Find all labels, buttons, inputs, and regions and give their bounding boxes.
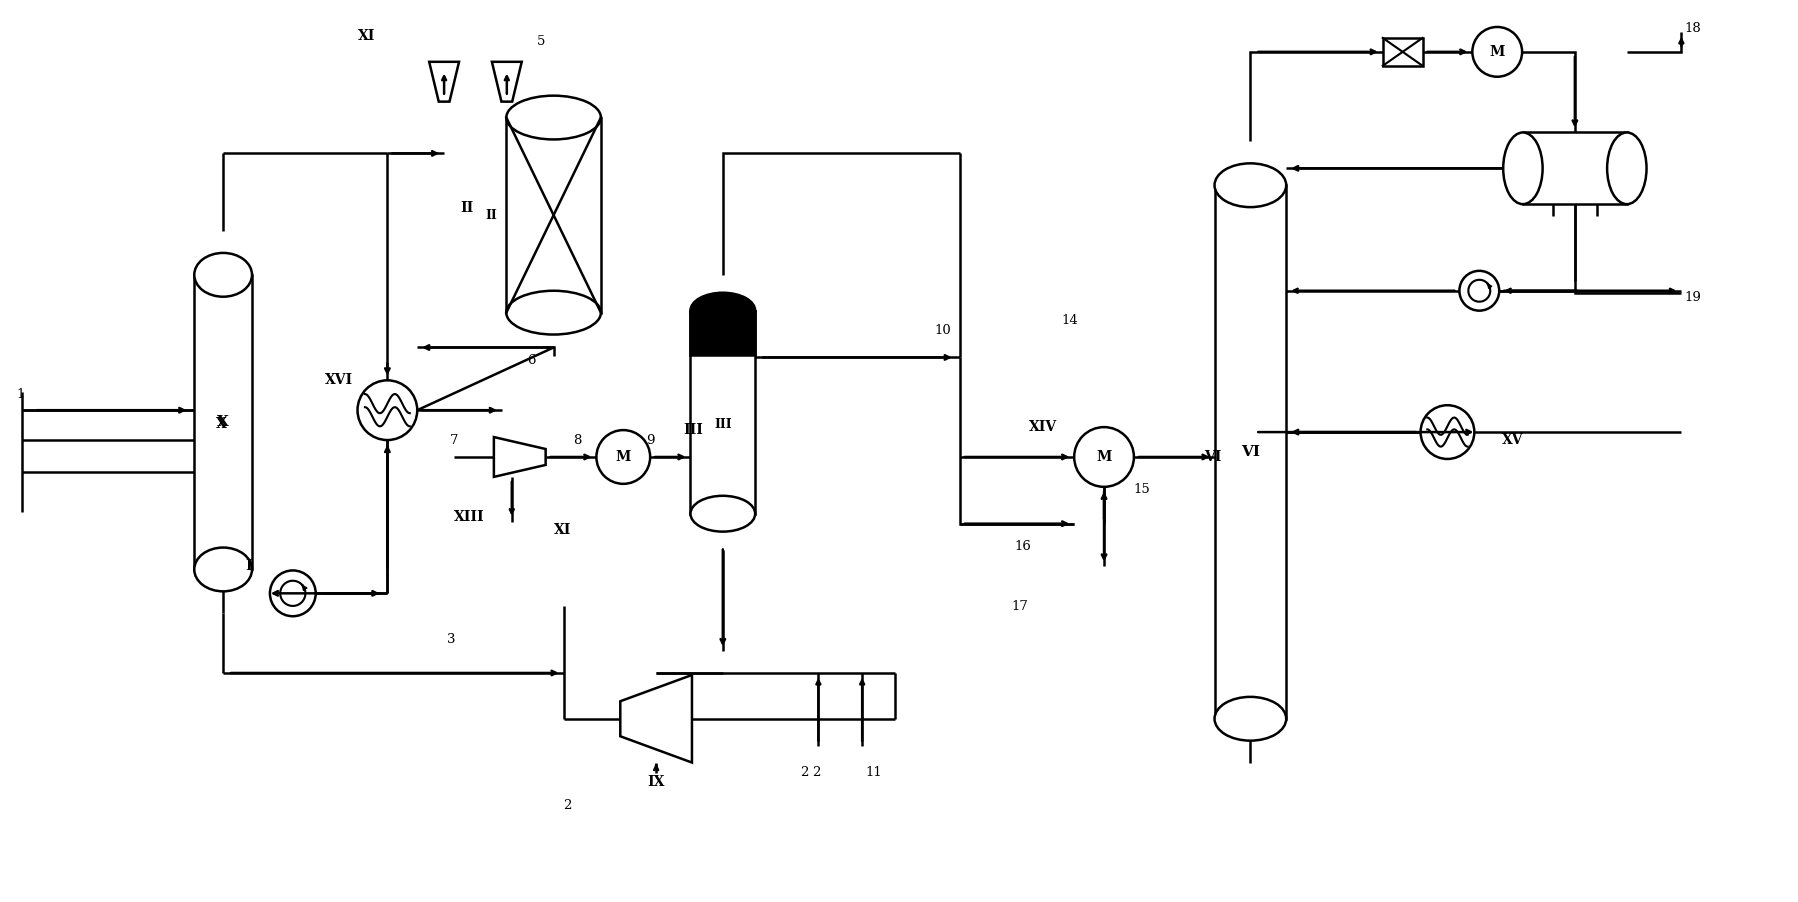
Text: XVI: XVI (325, 373, 352, 387)
Text: 2: 2 (800, 766, 809, 779)
Circle shape (597, 430, 651, 483)
Polygon shape (494, 437, 545, 477)
Polygon shape (493, 62, 521, 102)
Text: 5: 5 (536, 35, 545, 49)
Text: VI: VI (1203, 450, 1221, 464)
Text: 3: 3 (448, 632, 455, 646)
Ellipse shape (1607, 133, 1647, 204)
Bar (690, 310, 755, 514)
Ellipse shape (194, 253, 252, 297)
Text: M: M (615, 450, 631, 464)
Ellipse shape (194, 548, 252, 592)
Text: IX: IX (647, 776, 665, 789)
Text: II: II (485, 208, 498, 222)
Text: 16: 16 (1014, 540, 1032, 553)
Text: I: I (245, 559, 252, 574)
Text: 19: 19 (1685, 291, 1701, 304)
Bar (1523, 133, 1627, 204)
Text: 17: 17 (1012, 600, 1028, 612)
Text: 11: 11 (865, 766, 881, 779)
Circle shape (1473, 27, 1523, 77)
Text: III: III (714, 418, 732, 430)
Circle shape (1420, 405, 1474, 459)
Bar (507, 117, 601, 313)
Ellipse shape (507, 96, 601, 140)
Text: X: X (216, 417, 227, 431)
Ellipse shape (690, 496, 755, 531)
Ellipse shape (507, 290, 601, 335)
Ellipse shape (690, 293, 755, 328)
Text: X: X (218, 415, 228, 429)
Ellipse shape (1503, 133, 1543, 204)
Text: 18: 18 (1685, 23, 1701, 35)
Text: 14: 14 (1061, 314, 1079, 327)
Bar (690, 310, 755, 355)
Text: 2: 2 (813, 766, 820, 779)
Text: M: M (1489, 45, 1505, 59)
Bar (194, 275, 252, 569)
Text: 9: 9 (645, 434, 654, 446)
Text: II: II (460, 201, 475, 216)
Ellipse shape (1214, 163, 1286, 207)
Text: 15: 15 (1135, 483, 1151, 496)
Text: 7: 7 (450, 434, 458, 446)
Circle shape (1460, 271, 1500, 310)
Text: 6: 6 (527, 354, 536, 367)
Circle shape (1073, 428, 1135, 487)
Text: 10: 10 (935, 324, 951, 337)
Polygon shape (430, 62, 458, 102)
Circle shape (270, 570, 316, 616)
Circle shape (358, 381, 417, 440)
Polygon shape (620, 675, 692, 762)
Text: VI: VI (1241, 445, 1260, 459)
Text: III: III (683, 423, 703, 437)
Ellipse shape (1214, 697, 1286, 741)
Bar (1214, 185, 1286, 719)
Text: 8: 8 (574, 434, 583, 446)
Text: XIV: XIV (1030, 420, 1057, 434)
Text: XI: XI (554, 522, 572, 537)
Text: XI: XI (358, 29, 376, 43)
Text: XV: XV (1501, 433, 1523, 447)
Bar (1383, 38, 1422, 66)
Text: 2: 2 (563, 799, 572, 812)
Text: 1: 1 (16, 388, 25, 400)
Text: M: M (1097, 450, 1111, 464)
Text: XIII: XIII (455, 510, 485, 524)
